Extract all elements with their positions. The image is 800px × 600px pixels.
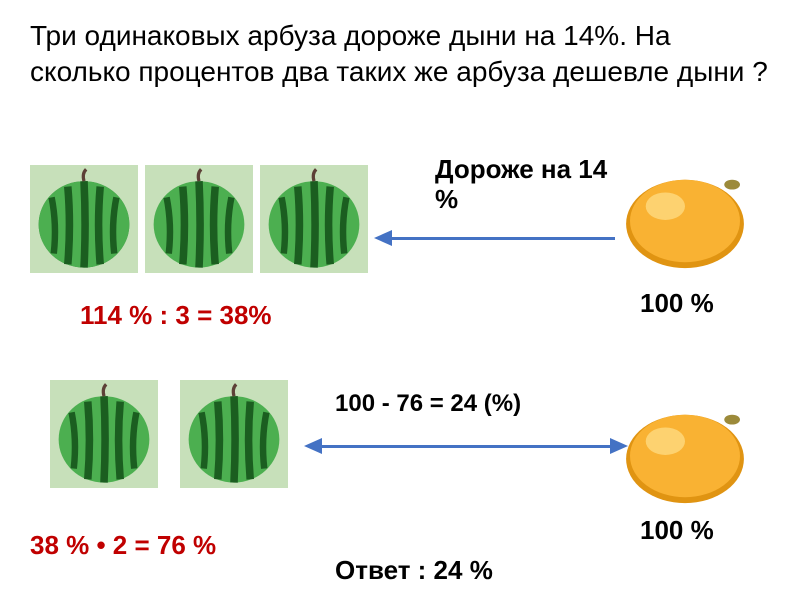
diff-calc: 100 - 76 = 24 (%) xyxy=(335,390,521,418)
watermelon-icon xyxy=(180,380,288,488)
arrow-head-icon xyxy=(610,438,628,454)
watermelon-icon xyxy=(30,165,138,273)
comparison-label: Дороже на 14 % xyxy=(435,155,615,215)
arrow-line xyxy=(320,445,610,448)
row1-calc: 114 % : 3 = 38% xyxy=(80,300,272,331)
melon-pct-1: 100 % xyxy=(640,288,714,319)
arrow-head-icon xyxy=(374,230,392,246)
watermelon-icon xyxy=(260,165,368,273)
row2-wm-calc: 38 % • 2 = 76 % xyxy=(30,530,216,561)
arrow-head-icon xyxy=(304,438,322,454)
melon-pct-2: 100 % xyxy=(640,515,714,546)
melon-icon xyxy=(615,165,755,273)
arrow-line xyxy=(390,237,615,240)
melon-icon xyxy=(615,400,755,508)
answer: Ответ : 24 % xyxy=(335,555,493,586)
watermelon-icon xyxy=(50,380,158,488)
problem-text: Три одинаковых арбуза дороже дыни на 14%… xyxy=(30,18,770,91)
watermelon-icon xyxy=(145,165,253,273)
